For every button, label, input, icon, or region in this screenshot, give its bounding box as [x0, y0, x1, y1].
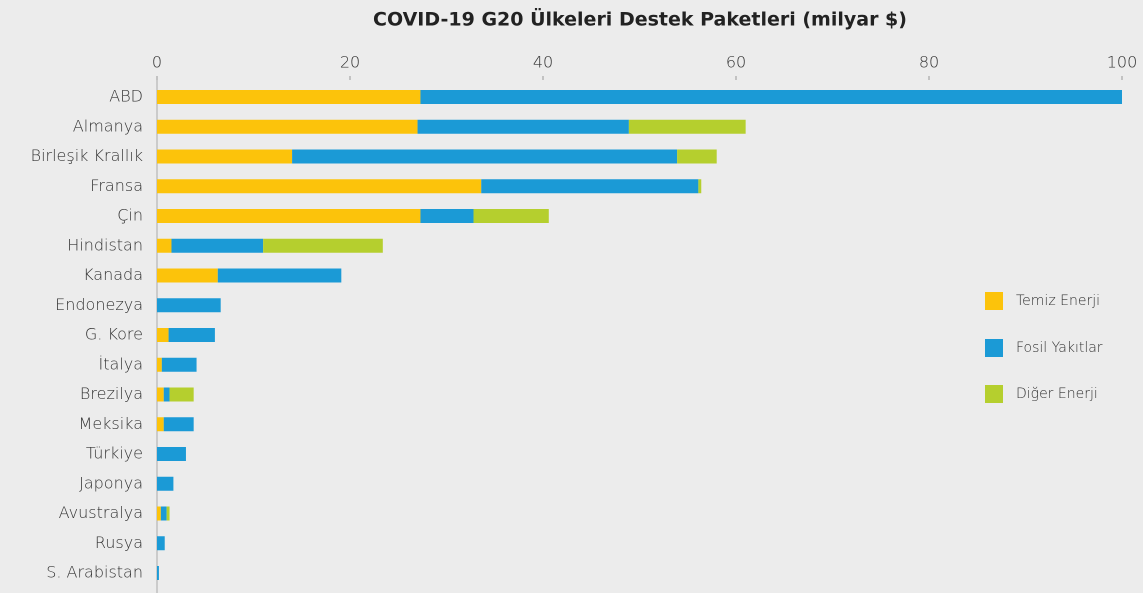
bar-segment — [417, 119, 629, 134]
legend-label: Diğer Enerji — [1016, 386, 1098, 402]
bar-segment — [160, 506, 167, 521]
bar-segment — [163, 417, 194, 432]
y-tick-label: Endonezya — [55, 295, 143, 314]
bar-segment — [157, 506, 161, 521]
x-tick-label: 100 — [1107, 53, 1138, 72]
bar-segment — [169, 387, 194, 402]
legend-swatch — [985, 292, 1003, 310]
bar-segment — [420, 209, 474, 223]
bar-segment — [157, 179, 482, 194]
legend-label: Temiz Enerji — [1016, 293, 1100, 309]
bar-segment — [292, 149, 678, 164]
bar-segment — [263, 238, 383, 253]
y-tick-label: Avustralya — [59, 503, 143, 522]
y-tick-label: Rusya — [95, 533, 143, 552]
x-tick-label: 20 — [340, 53, 360, 72]
bar-segment — [157, 387, 164, 402]
bar-segment — [157, 566, 159, 580]
y-tick-label: Çin — [117, 206, 143, 225]
x-tick-label: 80 — [919, 53, 939, 72]
bar-segment — [420, 90, 1122, 104]
y-tick-label: Japonya — [79, 473, 143, 492]
legend-swatch — [985, 385, 1003, 403]
bar-segment — [481, 179, 699, 194]
y-tick-label: S. Arabistan — [46, 563, 143, 582]
bar-segment — [698, 179, 702, 194]
bar-segment — [166, 506, 170, 521]
legend-swatch — [985, 339, 1003, 357]
bar-segment — [157, 238, 172, 253]
bar-segment — [157, 268, 218, 283]
y-tick-label: Birleşik Krallık — [31, 146, 143, 165]
x-tick-label: 60 — [726, 53, 746, 72]
bar-segment — [217, 268, 342, 283]
y-tick-label: Fransa — [90, 176, 143, 195]
y-tick-label: Kanada — [83, 265, 143, 284]
y-tick-label: Hindistan — [67, 235, 143, 254]
bar-segment — [157, 119, 418, 134]
y-tick-label: G. Kore — [85, 325, 143, 344]
y-tick-label: ABD — [109, 87, 143, 106]
bar-segment — [677, 149, 717, 164]
x-tick-label: 0 — [152, 53, 162, 72]
bar-segment — [628, 119, 746, 134]
bar-segment — [161, 357, 197, 372]
bar-segment — [157, 328, 169, 342]
chart-title: COVID-19 G20 Ülkeleri Destek Paketleri (… — [373, 7, 907, 31]
legend-label: Fosil Yakıtlar — [1016, 340, 1103, 356]
bar-segment — [157, 536, 165, 551]
bar-segment — [157, 149, 293, 164]
bar-segment — [157, 90, 421, 104]
bar-segment — [157, 447, 186, 461]
bar-segment — [163, 387, 170, 402]
bar-segment — [157, 209, 421, 223]
bar-segment — [157, 357, 162, 372]
bar-segment — [168, 328, 215, 342]
bar-segment — [157, 417, 164, 432]
y-tick-label: Meksika — [79, 414, 143, 433]
bar-segment — [157, 298, 221, 313]
y-tick-label: İtalya — [98, 354, 143, 373]
bar-segment — [157, 476, 174, 491]
bar-segment — [171, 238, 264, 253]
y-tick-label: Türkiye — [86, 444, 143, 463]
bar-segment — [473, 209, 549, 223]
y-tick-label: Almanya — [73, 116, 143, 135]
x-tick-label: 40 — [533, 53, 553, 72]
y-tick-label: Brezilya — [80, 384, 143, 403]
